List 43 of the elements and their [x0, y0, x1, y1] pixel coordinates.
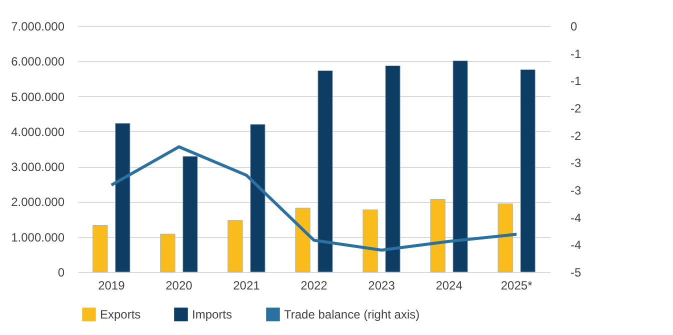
y2-tick-label: -1: [570, 46, 582, 61]
x-tick-label: 2021: [233, 278, 260, 292]
bar: [250, 124, 266, 272]
x-tick-label: 2024: [436, 278, 463, 292]
legend-label: Imports: [192, 307, 232, 322]
y-tick-label: 4.000.000: [11, 124, 65, 139]
bar: [115, 123, 130, 272]
y-tick-label: 0: [58, 266, 65, 280]
y2-tick-label: -3: [570, 184, 582, 198]
x-tick-label: 2025*: [500, 278, 533, 292]
y-tick-label: 5.000.000: [11, 90, 65, 104]
bar: [498, 204, 513, 272]
x-tick-label: 2023: [368, 278, 396, 292]
bar: [385, 65, 400, 272]
line-series: [110, 145, 518, 252]
y2-tick-label: 0: [570, 20, 578, 34]
bar: [228, 220, 243, 272]
y-tick-label: 2.000.000: [11, 195, 65, 210]
bar: [452, 60, 468, 272]
y-tick-label: 1.000.000: [11, 230, 65, 244]
y2-tick-label: -1: [570, 74, 582, 88]
bar: [430, 199, 446, 272]
bar: [92, 225, 108, 272]
y2-tick-label: -5: [570, 266, 582, 280]
y-tick-label: 6.000.000: [11, 54, 65, 69]
y2-tick-label: -3: [570, 156, 582, 170]
y-tick-label: 7.000.000: [11, 20, 65, 34]
legend-label: Exports: [100, 307, 141, 322]
bar: [295, 208, 310, 272]
y2-tick-label: -4: [570, 210, 582, 225]
y-tick-label: 3.000.000: [11, 160, 65, 174]
bar: [520, 69, 536, 272]
bar: [362, 210, 378, 272]
x-tick-label: 2020: [166, 278, 193, 292]
bar: [160, 234, 176, 272]
y2-tick-label: -2: [570, 128, 582, 143]
x-tick-label: 2022: [300, 278, 328, 292]
legend-label: Trade balance (right axis): [284, 307, 420, 322]
y2-tick-label: -2: [570, 102, 582, 116]
x-tick-label: 2019: [98, 278, 126, 292]
y2-tick-label: -4: [570, 238, 582, 252]
bar: [318, 70, 333, 272]
bar: [182, 156, 198, 272]
